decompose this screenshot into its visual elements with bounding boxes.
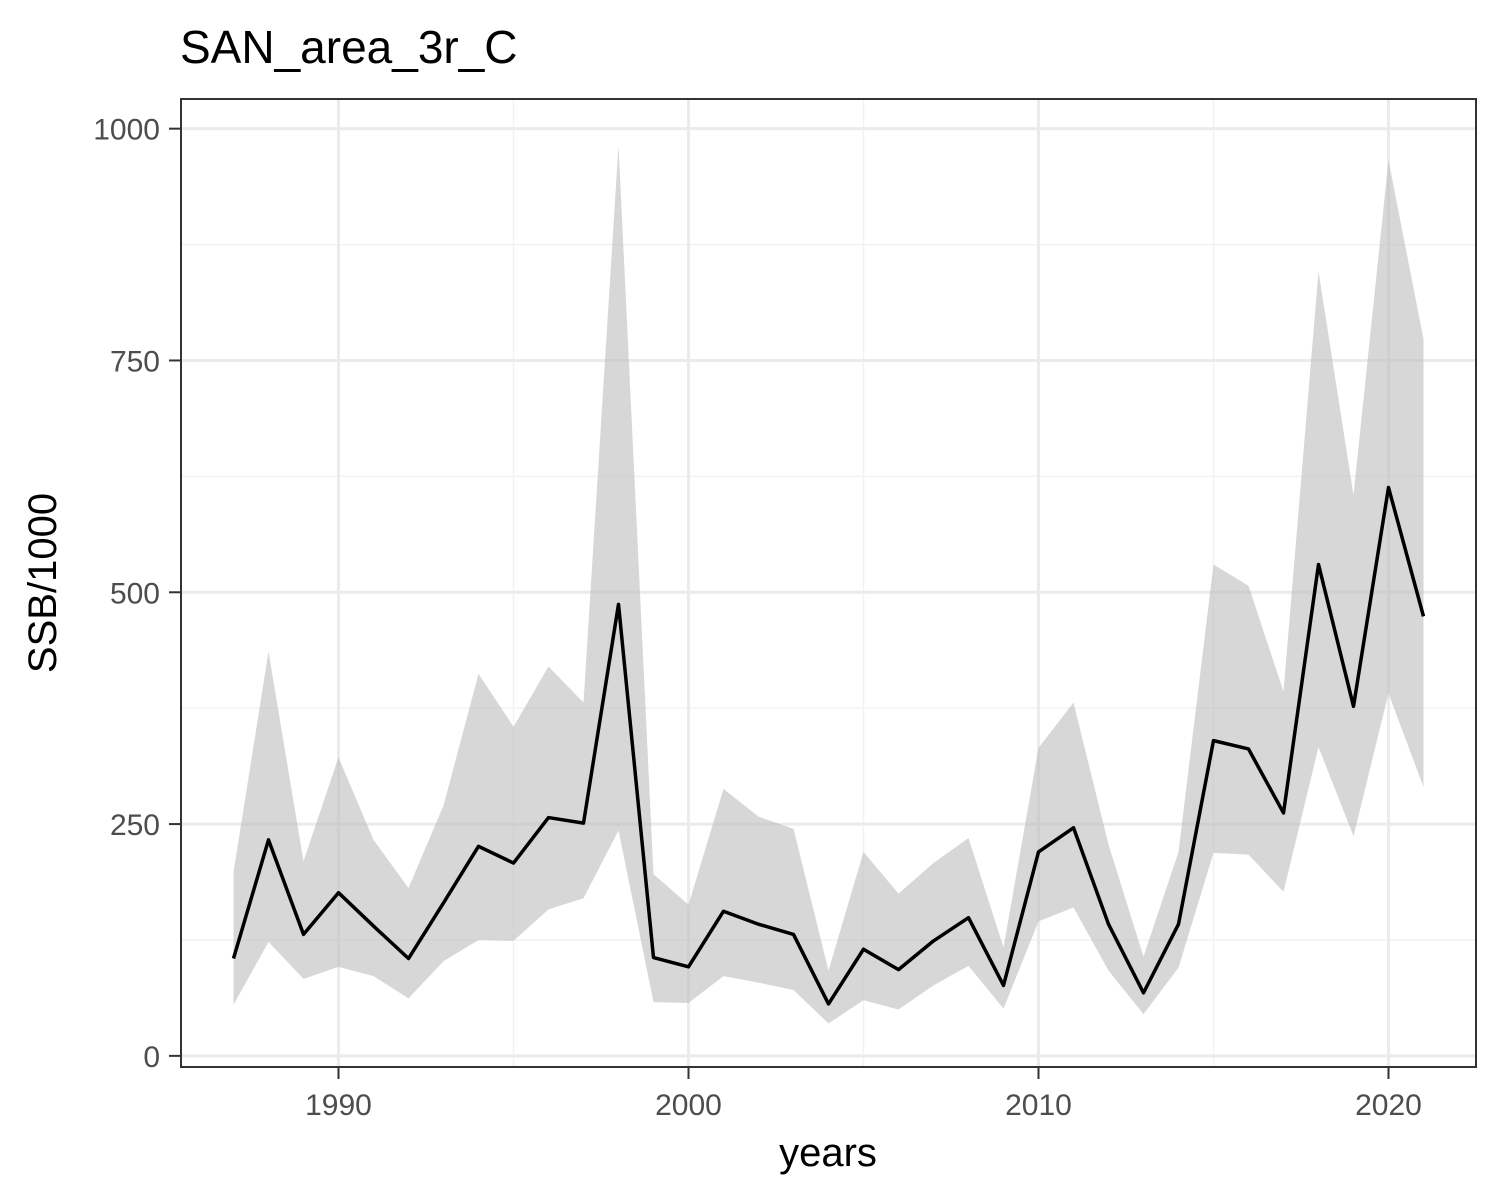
y-tick-label: 750 [110,345,160,378]
chart-title: SAN_area_3r_C [180,21,518,73]
x-axis-label: years [779,1131,877,1175]
y-tick-label: 0 [143,1041,160,1074]
x-tick-label: 1990 [305,1089,372,1122]
confidence-ribbon [233,145,1424,1024]
y-tick-label: 250 [110,809,160,842]
y-axis: 0 250 500 750 1000 [93,114,181,1074]
y-tick-label: 1000 [93,114,160,147]
ssb-series [231,485,1426,1006]
grid-lines [181,99,1476,1067]
y-tick-label: 500 [110,577,160,610]
plot-panel-border [180,98,1477,1068]
ssb-line [231,485,1426,1006]
x-tick-label: 2020 [1355,1089,1422,1122]
x-tick-label: 2000 [655,1089,722,1122]
x-tick-label: 2010 [1005,1089,1072,1122]
y-axis-label: SSB/1000 [21,493,65,673]
x-axis: 1990 2000 2010 2020 [305,1067,1422,1122]
confidence-band [233,145,1424,1024]
